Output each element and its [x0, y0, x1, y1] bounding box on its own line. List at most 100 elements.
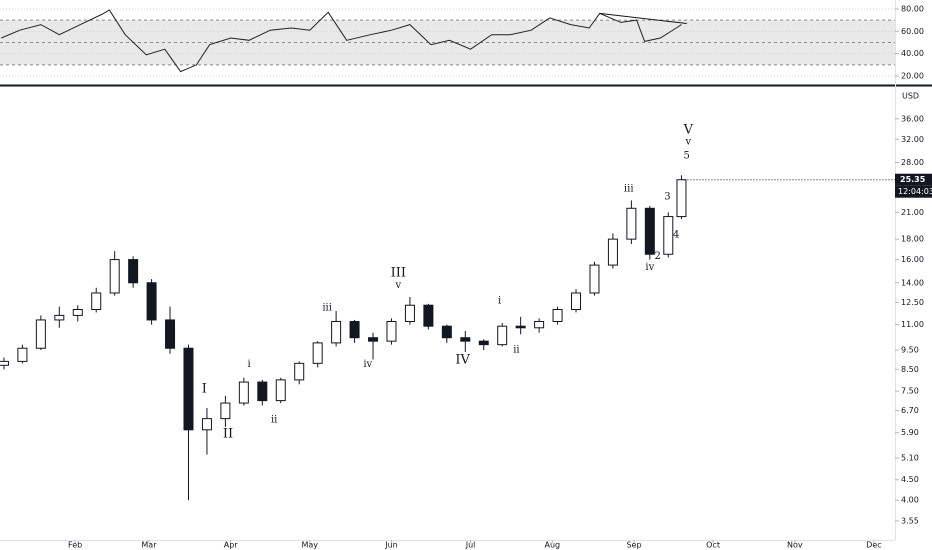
candle-body: [165, 319, 176, 349]
y-tick-label: 20.00: [901, 72, 924, 81]
candle-body: [183, 347, 194, 431]
candle-body: [441, 325, 452, 339]
candle-body: [294, 362, 305, 381]
y-tick-label: 80.00: [901, 4, 924, 13]
wave-label: II: [223, 427, 233, 442]
y-tick-label: 7.50: [901, 387, 919, 396]
countdown-box: [895, 185, 932, 198]
candle-body: [35, 319, 46, 349]
wave-label: v: [684, 137, 691, 148]
candle-body: [275, 379, 286, 402]
candle-body: [478, 340, 489, 346]
wave-label: ii: [271, 414, 277, 425]
candle-body: [460, 337, 471, 342]
y-tick-label: 4.50: [901, 475, 919, 484]
x-tick-label: Nov: [787, 541, 803, 550]
last-price-label: 25.35: [900, 175, 926, 184]
y-tick-label: 18.00: [901, 235, 924, 244]
x-tick-label: Jun: [384, 541, 398, 550]
candle-body: [128, 259, 139, 284]
y-tick-label: 60.00: [901, 27, 924, 36]
y-tick-label: 36.00: [901, 114, 924, 123]
wave-label: I: [202, 381, 207, 396]
candle-body: [626, 207, 637, 240]
candle-body: [368, 337, 379, 342]
candle-body: [238, 381, 249, 404]
candle-body: [312, 342, 323, 364]
wave-label: iv: [645, 262, 654, 273]
candle-body: [349, 320, 360, 339]
candle-body: [644, 207, 655, 255]
y-tick-label: 12.50: [901, 298, 924, 307]
wave-label: 1: [650, 243, 656, 254]
last-price-box: [895, 173, 932, 186]
candle-body: [423, 304, 434, 327]
wave-label: 2: [655, 251, 661, 262]
candle-body: [676, 179, 687, 218]
candle-body: [589, 264, 600, 294]
candle-body: [109, 259, 120, 294]
y-tick-label: 21.00: [901, 208, 924, 217]
y-tick-label: 5.10: [901, 454, 919, 463]
wave-label: iv: [363, 359, 372, 370]
trendline: [599, 12, 687, 24]
candle-body: [663, 216, 674, 255]
candle-body: [571, 292, 582, 311]
x-tick-label: May: [301, 541, 318, 550]
candle-body: [331, 320, 342, 344]
wave-label: iii: [322, 303, 332, 314]
candle-body: [0, 360, 9, 366]
y-tick-label: 16.00: [901, 255, 924, 264]
x-tick-label: Aug: [544, 541, 560, 550]
candle-body: [404, 304, 415, 322]
candle-body: [534, 320, 545, 329]
y-tick-label: 3.55: [901, 516, 919, 525]
candle-body: [607, 238, 618, 266]
candle-body: [220, 402, 231, 420]
candle-body: [515, 325, 526, 329]
wave-label: 3: [664, 191, 670, 202]
wave-label: 4: [673, 229, 679, 240]
y-tick-label: 5.90: [901, 428, 919, 437]
candle-body: [201, 418, 212, 431]
y-tick-label: 11.00: [901, 320, 924, 329]
candle-body: [257, 381, 268, 402]
x-tick-label: Jul: [465, 541, 476, 550]
wave-label: ii: [513, 344, 519, 355]
y-tick-label: 4.00: [901, 496, 919, 505]
x-tick-label: Oct: [706, 541, 720, 550]
candle-body: [72, 309, 83, 316]
y-tick-label: 40.00: [901, 49, 924, 58]
y-tick-label: 6.70: [901, 406, 919, 415]
wave-label: IV: [455, 352, 470, 367]
wave-label: i: [248, 359, 251, 370]
currency: USD: [902, 92, 919, 101]
candle-body: [146, 282, 157, 321]
wave-label: iii: [624, 184, 634, 195]
candle-body: [91, 292, 102, 311]
x-tick-label: Feb: [68, 541, 82, 550]
x-tick-label: Mar: [141, 541, 157, 550]
wave-label: III: [391, 266, 406, 281]
x-tick-label: Sep: [626, 541, 641, 550]
candle-body: [386, 320, 397, 342]
candle-body: [17, 347, 28, 362]
x-tick-label: Apr: [224, 541, 239, 550]
wave-label: v: [395, 280, 402, 291]
y-tick-label: 32.00: [901, 135, 924, 144]
y-tick-label: 14.00: [901, 278, 924, 287]
wave-label: i: [498, 296, 501, 307]
candle-body: [497, 325, 508, 346]
y-tick-label: 28.00: [901, 158, 924, 167]
x-tick-label: Dec: [866, 541, 881, 550]
wave-label: V: [683, 122, 694, 137]
y-tick-label: 8.50: [901, 365, 919, 374]
candle-body: [54, 314, 65, 321]
wave-label: 5: [684, 150, 690, 161]
candle-body: [552, 309, 563, 322]
y-tick-label: 9.50: [901, 346, 919, 355]
countdown-label: 12:04:03: [898, 187, 932, 196]
rsi-line: [1, 9, 682, 73]
